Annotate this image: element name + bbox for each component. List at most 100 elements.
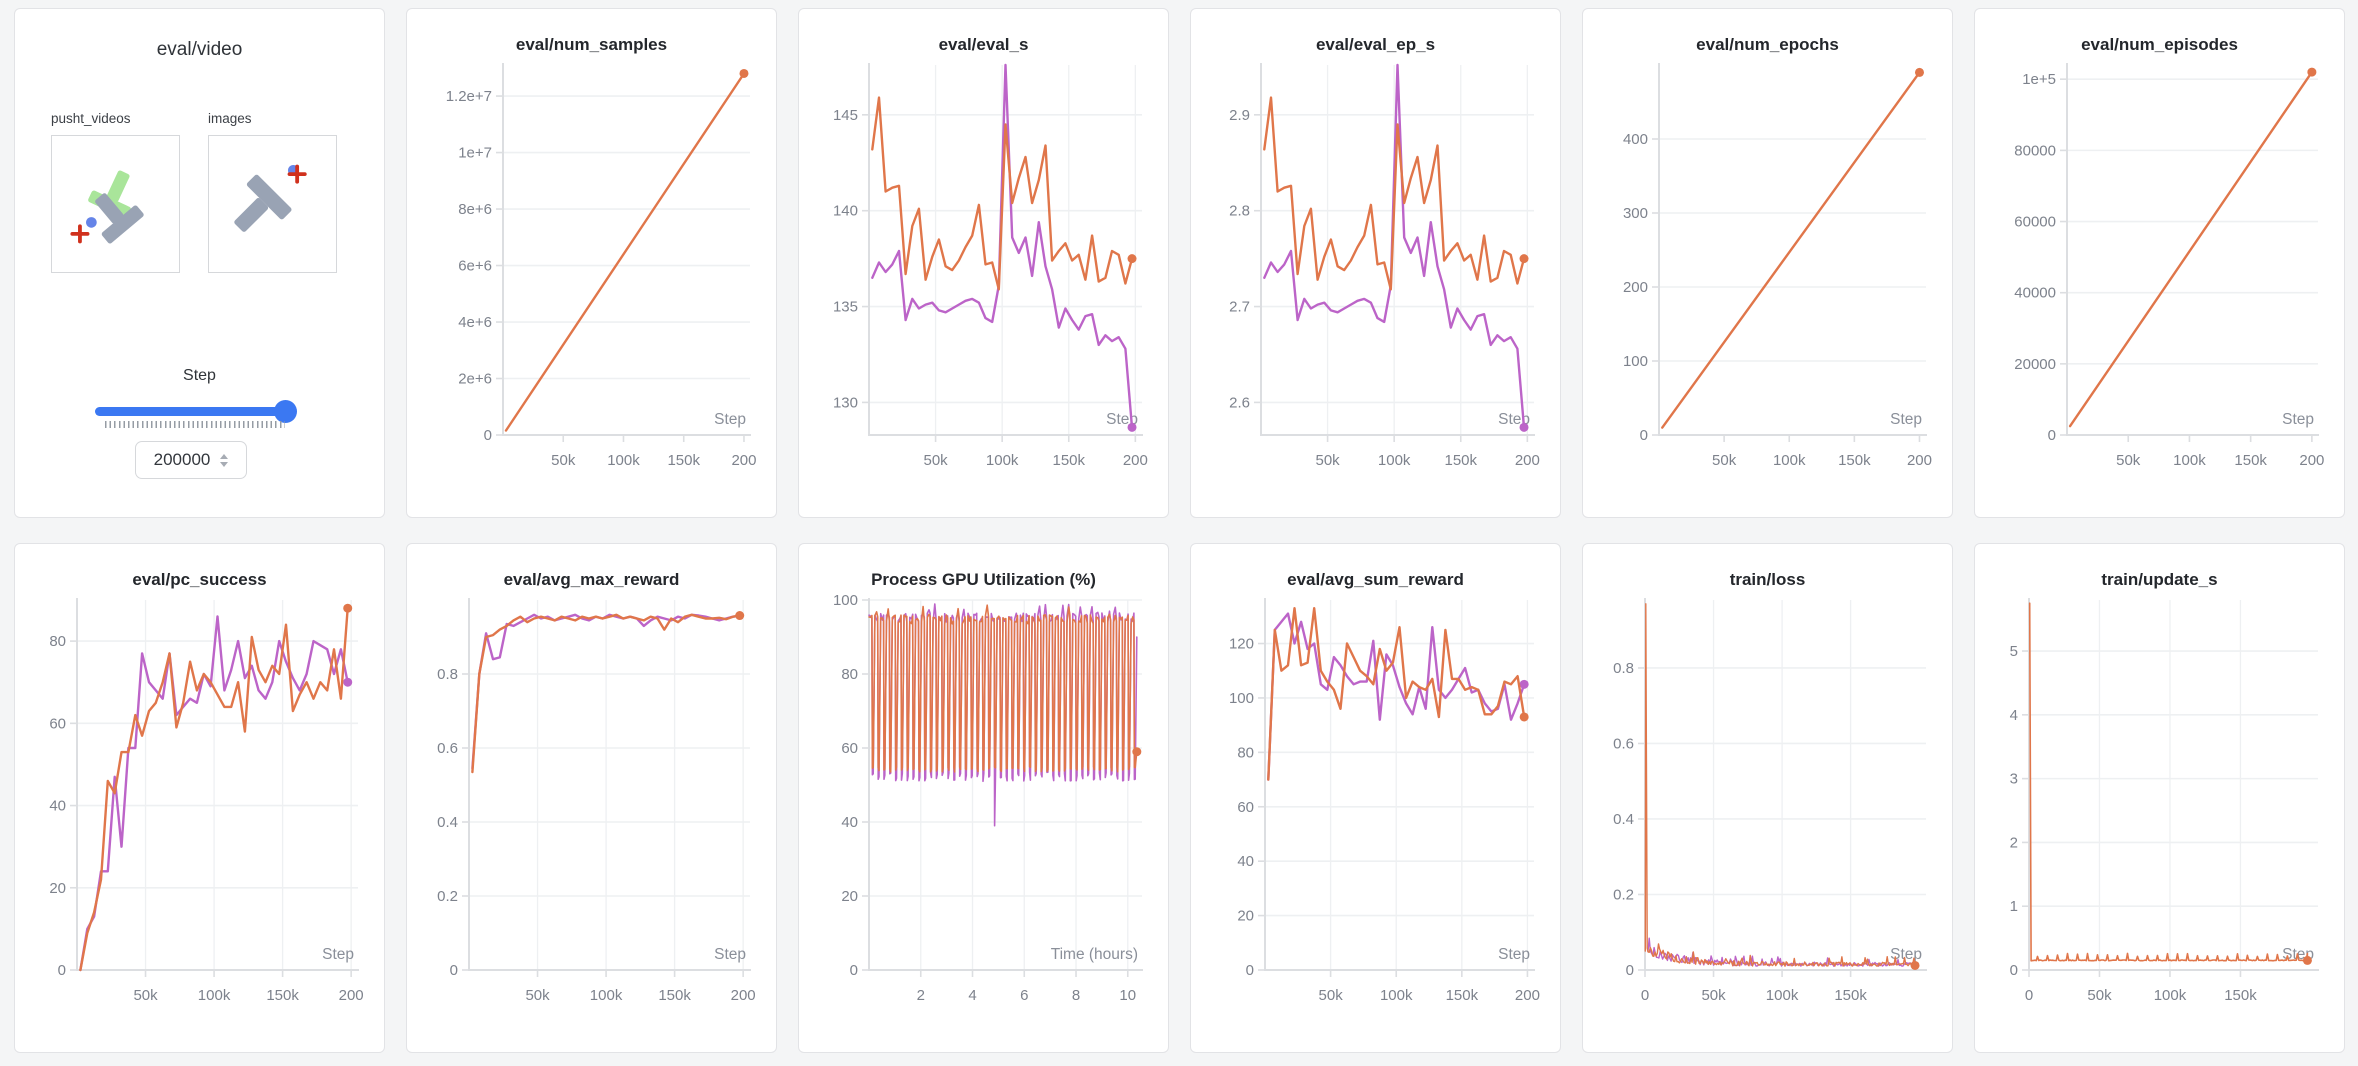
y-tick-label: 2 bbox=[2010, 834, 2018, 851]
x-tick-label: 6 bbox=[1020, 987, 1028, 1004]
goal-cross-icon bbox=[70, 224, 90, 244]
y-tick-label: 0.2 bbox=[437, 888, 458, 905]
y-tick-label: 0.2 bbox=[1613, 886, 1634, 903]
video-thumbnail-pusht[interactable] bbox=[51, 135, 180, 273]
y-tick-label: 0.6 bbox=[1613, 735, 1634, 752]
x-tick-label: 10 bbox=[1119, 987, 1136, 1004]
y-tick-label: 1e+7 bbox=[458, 145, 492, 162]
y-tick-label: 200 bbox=[1623, 279, 1648, 296]
stepper-arrows-icon[interactable] bbox=[220, 453, 229, 467]
y-tick-label: 2.7 bbox=[1229, 299, 1250, 316]
y-tick-label: 140 bbox=[833, 203, 858, 220]
x-axis-label: Step bbox=[714, 946, 746, 963]
y-tick-label: 8e+6 bbox=[458, 201, 492, 218]
images-scene bbox=[234, 164, 307, 232]
x-tick-label: 150k bbox=[667, 452, 700, 469]
panel-title: eval/num_epochs bbox=[1696, 35, 1839, 54]
x-tick-label: 150k bbox=[1838, 452, 1871, 469]
x-tick-label: 100k bbox=[198, 987, 231, 1004]
x-tick-label: 100k bbox=[1773, 452, 1806, 469]
panel-eval-num-episodes[interactable]: eval/num_episodes 50k 100k 150k 200 0 20000 400… bbox=[1974, 8, 2345, 518]
panel-title: eval/avg_max_reward bbox=[503, 570, 680, 589]
step-slider-label: Step bbox=[183, 367, 216, 384]
y-tick-label: 0.8 bbox=[1613, 660, 1634, 677]
series-line-orange bbox=[871, 96, 1134, 291]
series-end-dot-orange bbox=[1127, 254, 1137, 264]
y-tick-label: 60 bbox=[841, 740, 858, 757]
x-tick-label: 100k bbox=[607, 452, 640, 469]
panel-title: eval/pc_success bbox=[132, 570, 267, 589]
y-tick-label: 1 bbox=[2010, 898, 2018, 915]
panel-eval-num-epochs[interactable]: eval/num_epochs 50k 100k 150k 200 0 100 200 300 4… bbox=[1582, 8, 1953, 518]
x-tick-label: 0 bbox=[2025, 987, 2033, 1004]
y-tick-label: 80 bbox=[49, 633, 66, 650]
series-line-purple bbox=[871, 63, 1134, 429]
chart-eval-pc-success[interactable]: 50k 100k 150k 200 0 20 40 60 80 Step bbox=[15, 590, 384, 1026]
y-tick-label: 60 bbox=[49, 715, 66, 732]
y-tick-label: 2.8 bbox=[1229, 203, 1250, 220]
series-line-orange bbox=[79, 607, 349, 972]
step-number-input[interactable]: 200000 bbox=[135, 441, 247, 479]
y-tick-label: 0.6 bbox=[437, 740, 458, 757]
x-tick-label: 4 bbox=[968, 987, 976, 1004]
chart-eval-num-epochs[interactable]: 50k 100k 150k 200 0 100 200 300 400 Step bbox=[1583, 55, 1952, 491]
x-tick-label: 50k bbox=[1315, 452, 1340, 469]
x-tick-label: 8 bbox=[1072, 987, 1080, 1004]
panel-title: train/loss bbox=[1729, 570, 1806, 589]
step-slider[interactable] bbox=[95, 407, 291, 416]
x-tick-label: 200 bbox=[1515, 452, 1540, 469]
series-line-orange bbox=[504, 72, 746, 432]
panel-train-update-s[interactable]: train/update_s 0 50k 100k 150k 0 1 2 3 4 5 Step bbox=[1974, 543, 2345, 1053]
y-tick-label: 40 bbox=[841, 814, 858, 831]
y-tick-label: 300 bbox=[1623, 205, 1648, 222]
x-axis-label: Step bbox=[714, 411, 746, 428]
series-end-dot-orange bbox=[1519, 254, 1529, 264]
x-tick-label: 150k bbox=[1834, 987, 1867, 1004]
panel-train-loss[interactable]: train/loss 0 50k 100k 150k 0 0.2 0.4 0.6 0.8 Step bbox=[1582, 543, 1953, 1053]
chart-eval-avg-sum-reward[interactable]: 50k 100k 150k 200 0 20 40 60 80 100 120 Step bbox=[1191, 590, 1560, 1026]
y-tick-label: 400 bbox=[1623, 131, 1648, 148]
y-tick-label: 20 bbox=[841, 888, 858, 905]
panel-eval-num-samples[interactable]: eval/num_samples 50k 100k 150k 200 0 2e+6 4e+6 6… bbox=[406, 8, 777, 518]
x-tick-label: 100k bbox=[2154, 987, 2187, 1004]
panel-eval-avg-max-reward[interactable]: eval/avg_max_reward 50k 100k 150k 200 0 0.2 0.4… bbox=[406, 543, 777, 1053]
series-line-orange bbox=[1263, 96, 1526, 291]
x-tick-label: 50k bbox=[2087, 987, 2112, 1004]
panel-eval-video[interactable]: eval/video pusht_videos images bbox=[14, 8, 385, 518]
x-tick-label: 2 bbox=[917, 987, 925, 1004]
y-tick-label: 0.4 bbox=[1613, 811, 1634, 828]
y-tick-label: 4 bbox=[2010, 707, 2018, 724]
panel-eval-pc-success[interactable]: eval/pc_success 50k 100k 150k 200 0 20 40 60 80 St… bbox=[14, 543, 385, 1053]
panel-title: eval/num_episodes bbox=[2081, 35, 2238, 54]
goal-cross-icon bbox=[287, 164, 307, 184]
y-tick-label: 135 bbox=[833, 299, 858, 316]
series-line-orange bbox=[2028, 602, 2309, 962]
chart-eval-num-episodes[interactable]: 50k 100k 150k 200 0 20000 40000 60000 80000 1e+5 S… bbox=[1975, 55, 2344, 491]
series-line-orange bbox=[868, 604, 1138, 773]
y-tick-label: 80000 bbox=[2014, 142, 2056, 159]
x-axis-label: Time (hours) bbox=[1051, 946, 1138, 963]
panel-eval-eval-ep-s[interactable]: eval/eval_ep_s 50k 100k 150k 200 2.6 2.7 2.8 2.9… bbox=[1190, 8, 1561, 518]
x-tick-label: 100k bbox=[2173, 452, 2206, 469]
x-tick-label: 100k bbox=[986, 452, 1019, 469]
panel-eval-eval-s[interactable]: eval/eval_s 50k 100k 150k 200 130 135 140 145 Ste… bbox=[798, 8, 1169, 518]
x-tick-label: 200 bbox=[1907, 452, 1932, 469]
image-thumbnail[interactable] bbox=[208, 135, 337, 273]
y-tick-label: 0 bbox=[2010, 962, 2018, 979]
chart-eval-avg-max-reward[interactable]: 50k 100k 150k 200 0 0.2 0.4 0.6 0.8 Step bbox=[407, 590, 776, 1026]
panel-process-gpu-utilization[interactable]: Process GPU Utilization (%) 2 4 6 8 10 0 20 40 60… bbox=[798, 543, 1169, 1053]
x-tick-label: 50k bbox=[133, 987, 158, 1004]
chart-eval-num-samples[interactable]: 50k 100k 150k 200 0 2e+6 4e+6 6e+6 8e+6 1e+7 1.2e+… bbox=[407, 55, 776, 491]
panel-eval-avg-sum-reward[interactable]: eval/avg_sum_reward 50k 100k 150k 200 0 20 40 60… bbox=[1190, 543, 1561, 1053]
series-line-purple bbox=[1263, 63, 1526, 429]
y-tick-label: 20000 bbox=[2014, 356, 2056, 373]
step-slider-thumb[interactable] bbox=[274, 400, 297, 423]
y-tick-label: 0 bbox=[58, 962, 66, 979]
y-tick-label: 5 bbox=[2010, 643, 2018, 660]
y-tick-label: 145 bbox=[833, 107, 858, 124]
